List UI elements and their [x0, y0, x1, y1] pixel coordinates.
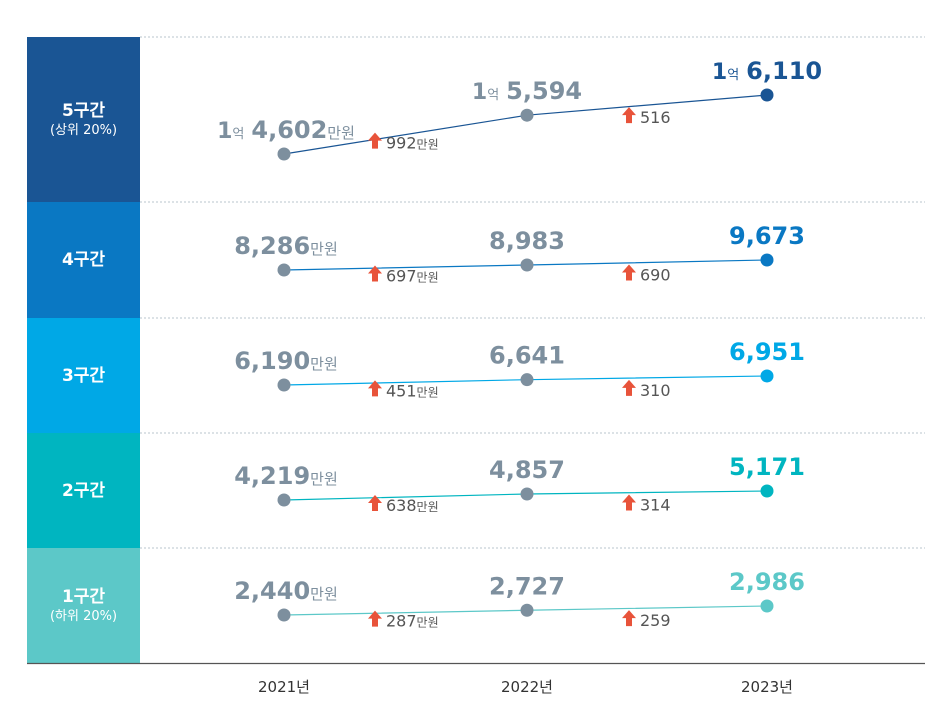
data-label: 2,727 — [489, 572, 565, 600]
increase-marker: 516 — [622, 107, 671, 127]
increase-marker: 697만원 — [368, 265, 439, 285]
up-arrow-icon — [368, 610, 382, 627]
data-label: 1억 6,110 — [712, 57, 822, 85]
increase-label: 287만원 — [386, 612, 439, 631]
up-arrow-icon — [368, 380, 382, 397]
data-point — [520, 603, 534, 617]
up-arrow-icon — [622, 494, 636, 511]
increase-label: 638만원 — [386, 496, 439, 515]
band-name: 5구간 — [61, 100, 106, 121]
up-arrow-icon — [368, 494, 382, 511]
data-label: 5,171 — [729, 453, 805, 481]
up-arrow-icon — [622, 107, 636, 124]
data-label: 1억 5,594 — [472, 77, 582, 105]
data-point — [277, 493, 291, 507]
data-label: 9,673 — [729, 222, 805, 250]
band-label: 4구간 — [27, 202, 140, 318]
up-arrow-icon — [622, 379, 636, 396]
increase-marker: 287만원 — [368, 610, 439, 631]
up-arrow-icon — [622, 610, 636, 627]
band-subtitle: (하위 20%) — [49, 608, 118, 624]
data-point — [760, 484, 774, 498]
increase-marker: 451만원 — [368, 380, 439, 400]
data-point — [760, 88, 774, 102]
data-label: 2,986 — [729, 568, 805, 596]
data-point — [277, 147, 291, 161]
band-label: 2구간 — [27, 433, 140, 548]
data-point — [760, 253, 774, 267]
increase-label: 259 — [640, 611, 671, 630]
data-point — [277, 378, 291, 392]
increase-marker: 992만원 — [368, 132, 439, 153]
data-label: 8,983 — [489, 227, 565, 255]
x-tick-label: 2022년 — [501, 678, 553, 696]
data-point — [520, 373, 534, 387]
increase-marker: 310 — [622, 379, 671, 400]
data-label: 8,286만원 — [234, 232, 338, 260]
band-label: 1구간 (하위 20%) — [27, 548, 140, 663]
data-point — [277, 263, 291, 277]
data-point — [520, 108, 534, 122]
band-subtitle: (상위 20%) — [49, 122, 118, 138]
data-label: 4,857 — [489, 456, 565, 484]
data-point — [760, 369, 774, 383]
increase-label: 516 — [640, 108, 671, 127]
increase-marker: 690 — [622, 264, 671, 284]
data-label: 4,219만원 — [234, 462, 338, 490]
data-label: 6,190만원 — [234, 347, 338, 375]
band-name: 3구간 — [61, 365, 106, 386]
increase-label: 697만원 — [386, 266, 439, 285]
band-label: 3구간 — [27, 318, 140, 433]
increase-label: 310 — [640, 381, 671, 400]
data-point — [760, 599, 774, 613]
band-label: 5구간 (상위 20%) — [27, 37, 140, 202]
x-tick-label: 2021년 — [258, 678, 310, 696]
data-label: 2,440만원 — [234, 577, 338, 605]
increase-label: 690 — [640, 265, 671, 284]
data-label: 1억 4,602만원 — [217, 116, 355, 144]
increase-label: 314 — [640, 495, 671, 514]
band-name: 2구간 — [61, 480, 106, 501]
increase-label: 451만원 — [386, 381, 439, 400]
increase-marker: 314 — [622, 494, 671, 514]
data-point — [520, 487, 534, 501]
band-name: 1구간 — [61, 586, 106, 607]
up-arrow-icon — [368, 265, 382, 282]
data-label: 6,951 — [729, 338, 805, 366]
data-label: 6,641 — [489, 342, 565, 370]
increase-label: 992만원 — [386, 134, 439, 153]
x-tick-label: 2023년 — [741, 678, 793, 696]
up-arrow-icon — [622, 264, 636, 281]
band-name: 4구간 — [61, 250, 106, 270]
data-point — [277, 608, 291, 622]
increase-marker: 638만원 — [368, 494, 439, 515]
increase-marker: 259 — [622, 610, 671, 630]
up-arrow-icon — [368, 132, 382, 149]
data-point — [520, 258, 534, 272]
